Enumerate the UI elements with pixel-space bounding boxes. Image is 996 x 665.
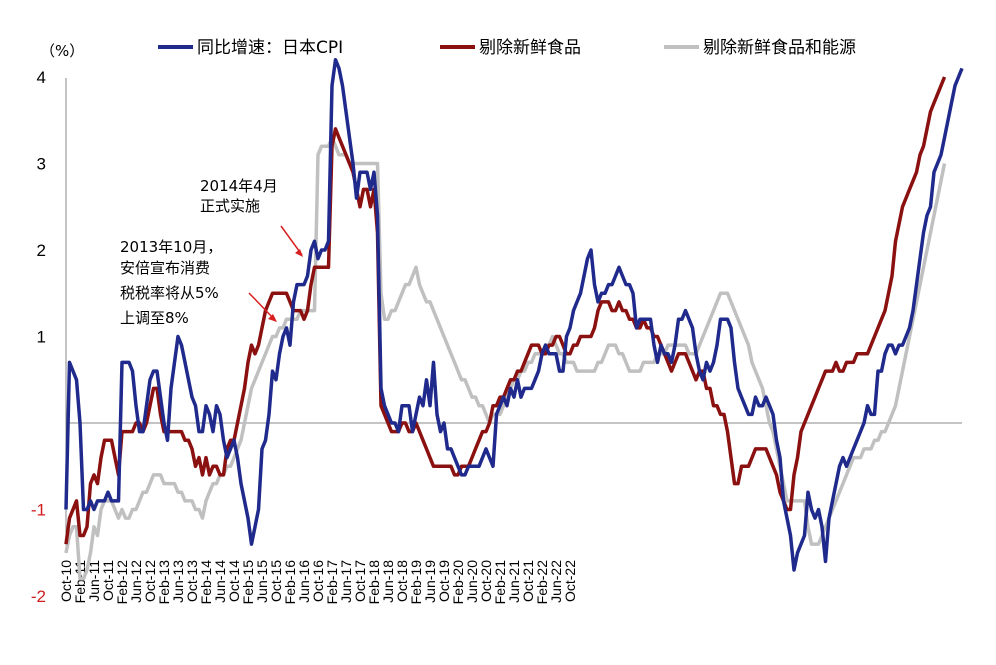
annotation-2013-oct: 2013年10月， 安倍宣布消费 税税率将从5% 上调至8% [120, 238, 277, 327]
x-tick-label: Jun-21 [506, 560, 522, 603]
x-tick-label: Oct-11 [100, 560, 116, 601]
x-tick-label: Feb-17 [324, 560, 340, 605]
y-tick-label: 4 [37, 68, 46, 87]
x-tick-label: Jun-14 [212, 560, 228, 603]
x-tick-label: Oct-12 [142, 560, 158, 602]
x-tick-label: Jun-17 [338, 560, 354, 603]
y-tick-label: 3 [37, 155, 46, 174]
x-tick-label: Feb-22 [534, 560, 550, 605]
annotation-2014-arrowhead [295, 249, 303, 257]
y-tick-label: 1 [37, 328, 46, 347]
legend-label-core: 剔除新鲜食品 [479, 38, 581, 58]
x-tick-label: Oct-20 [478, 560, 494, 602]
annotation-2013-arrow [248, 292, 276, 321]
x-tick-label: Oct-22 [562, 560, 578, 602]
x-tick-label: Feb-12 [114, 560, 130, 605]
x-tick-label: Jun-22 [548, 560, 564, 603]
x-tick-label: Jun-11 [86, 560, 102, 602]
x-tick-label: Feb-16 [282, 560, 298, 605]
x-tick-label: Jun-19 [422, 560, 438, 603]
x-tick-label: Oct-21 [520, 560, 536, 602]
x-tick-label: Jun-15 [254, 560, 270, 603]
legend: 同比增速：日本CPI 剔除新鲜食品 剔除新鲜食品和能源 [158, 38, 856, 58]
x-tick-label: Feb-18 [366, 560, 382, 605]
x-ticks: Oct-10Feb-11Jun-11Oct-11Feb-12Jun-12Oct-… [58, 560, 578, 605]
x-tick-label: Jun-12 [128, 560, 144, 603]
annotation-2013-arrowhead [268, 314, 277, 322]
annotation-2013-line-1: 2013年10月， [120, 238, 222, 256]
y-tick-label: 2 [37, 241, 46, 260]
x-tick-label: Jun-16 [296, 560, 312, 603]
x-tick-label: Feb-13 [156, 560, 172, 605]
annotation-2014-line-2: 正式实施 [200, 197, 260, 215]
x-tick-label: Feb-20 [450, 560, 466, 605]
annotation-2013-line-2: 安倍宣布消费 [120, 259, 210, 277]
x-tick-label: Oct-19 [436, 560, 452, 602]
x-tick-label: Oct-17 [352, 560, 368, 602]
legend-label-cpi: 同比增速：日本CPI [197, 38, 343, 58]
legend-label-core-core: 剔除新鲜食品和能源 [703, 38, 856, 58]
x-tick-label: Oct-15 [268, 560, 284, 602]
y-ticks: 4 3 2 1 -1 -2 [31, 68, 46, 606]
annotation-2013-line-4: 上调至8% [120, 309, 189, 327]
annotation-2014-arrow [280, 225, 303, 256]
x-tick-label: Oct-10 [58, 560, 74, 602]
series-lines [64, 57, 964, 581]
x-tick-label: Feb-21 [492, 560, 508, 605]
y-tick-label: -1 [31, 501, 46, 520]
x-tick-label: Feb-14 [198, 560, 214, 605]
y-axis-unit-label: （%） [40, 42, 84, 60]
annotation-2013-line-3: 税税率将从5% [120, 284, 219, 302]
cpi-line [64, 57, 964, 572]
core-cpi-line [64, 76, 947, 545]
x-tick-label: Jun-18 [380, 560, 396, 603]
x-tick-label: Feb-15 [240, 560, 256, 605]
x-tick-label: Jun-20 [464, 560, 480, 603]
y-tick-label: -2 [31, 587, 46, 606]
x-tick-label: Oct-13 [184, 560, 200, 602]
x-tick-label: Feb-11 [72, 560, 88, 604]
annotation-2014-apr: 2014年4月 正式实施 [200, 177, 303, 257]
x-tick-label: Oct-18 [394, 560, 410, 602]
x-tick-label: Jun-13 [170, 560, 186, 603]
annotation-2014-line-1: 2014年4月 [200, 177, 278, 195]
x-tick-label: Feb-19 [408, 560, 424, 605]
x-tick-label: Oct-16 [310, 560, 326, 602]
x-tick-label: Oct-14 [226, 560, 242, 602]
